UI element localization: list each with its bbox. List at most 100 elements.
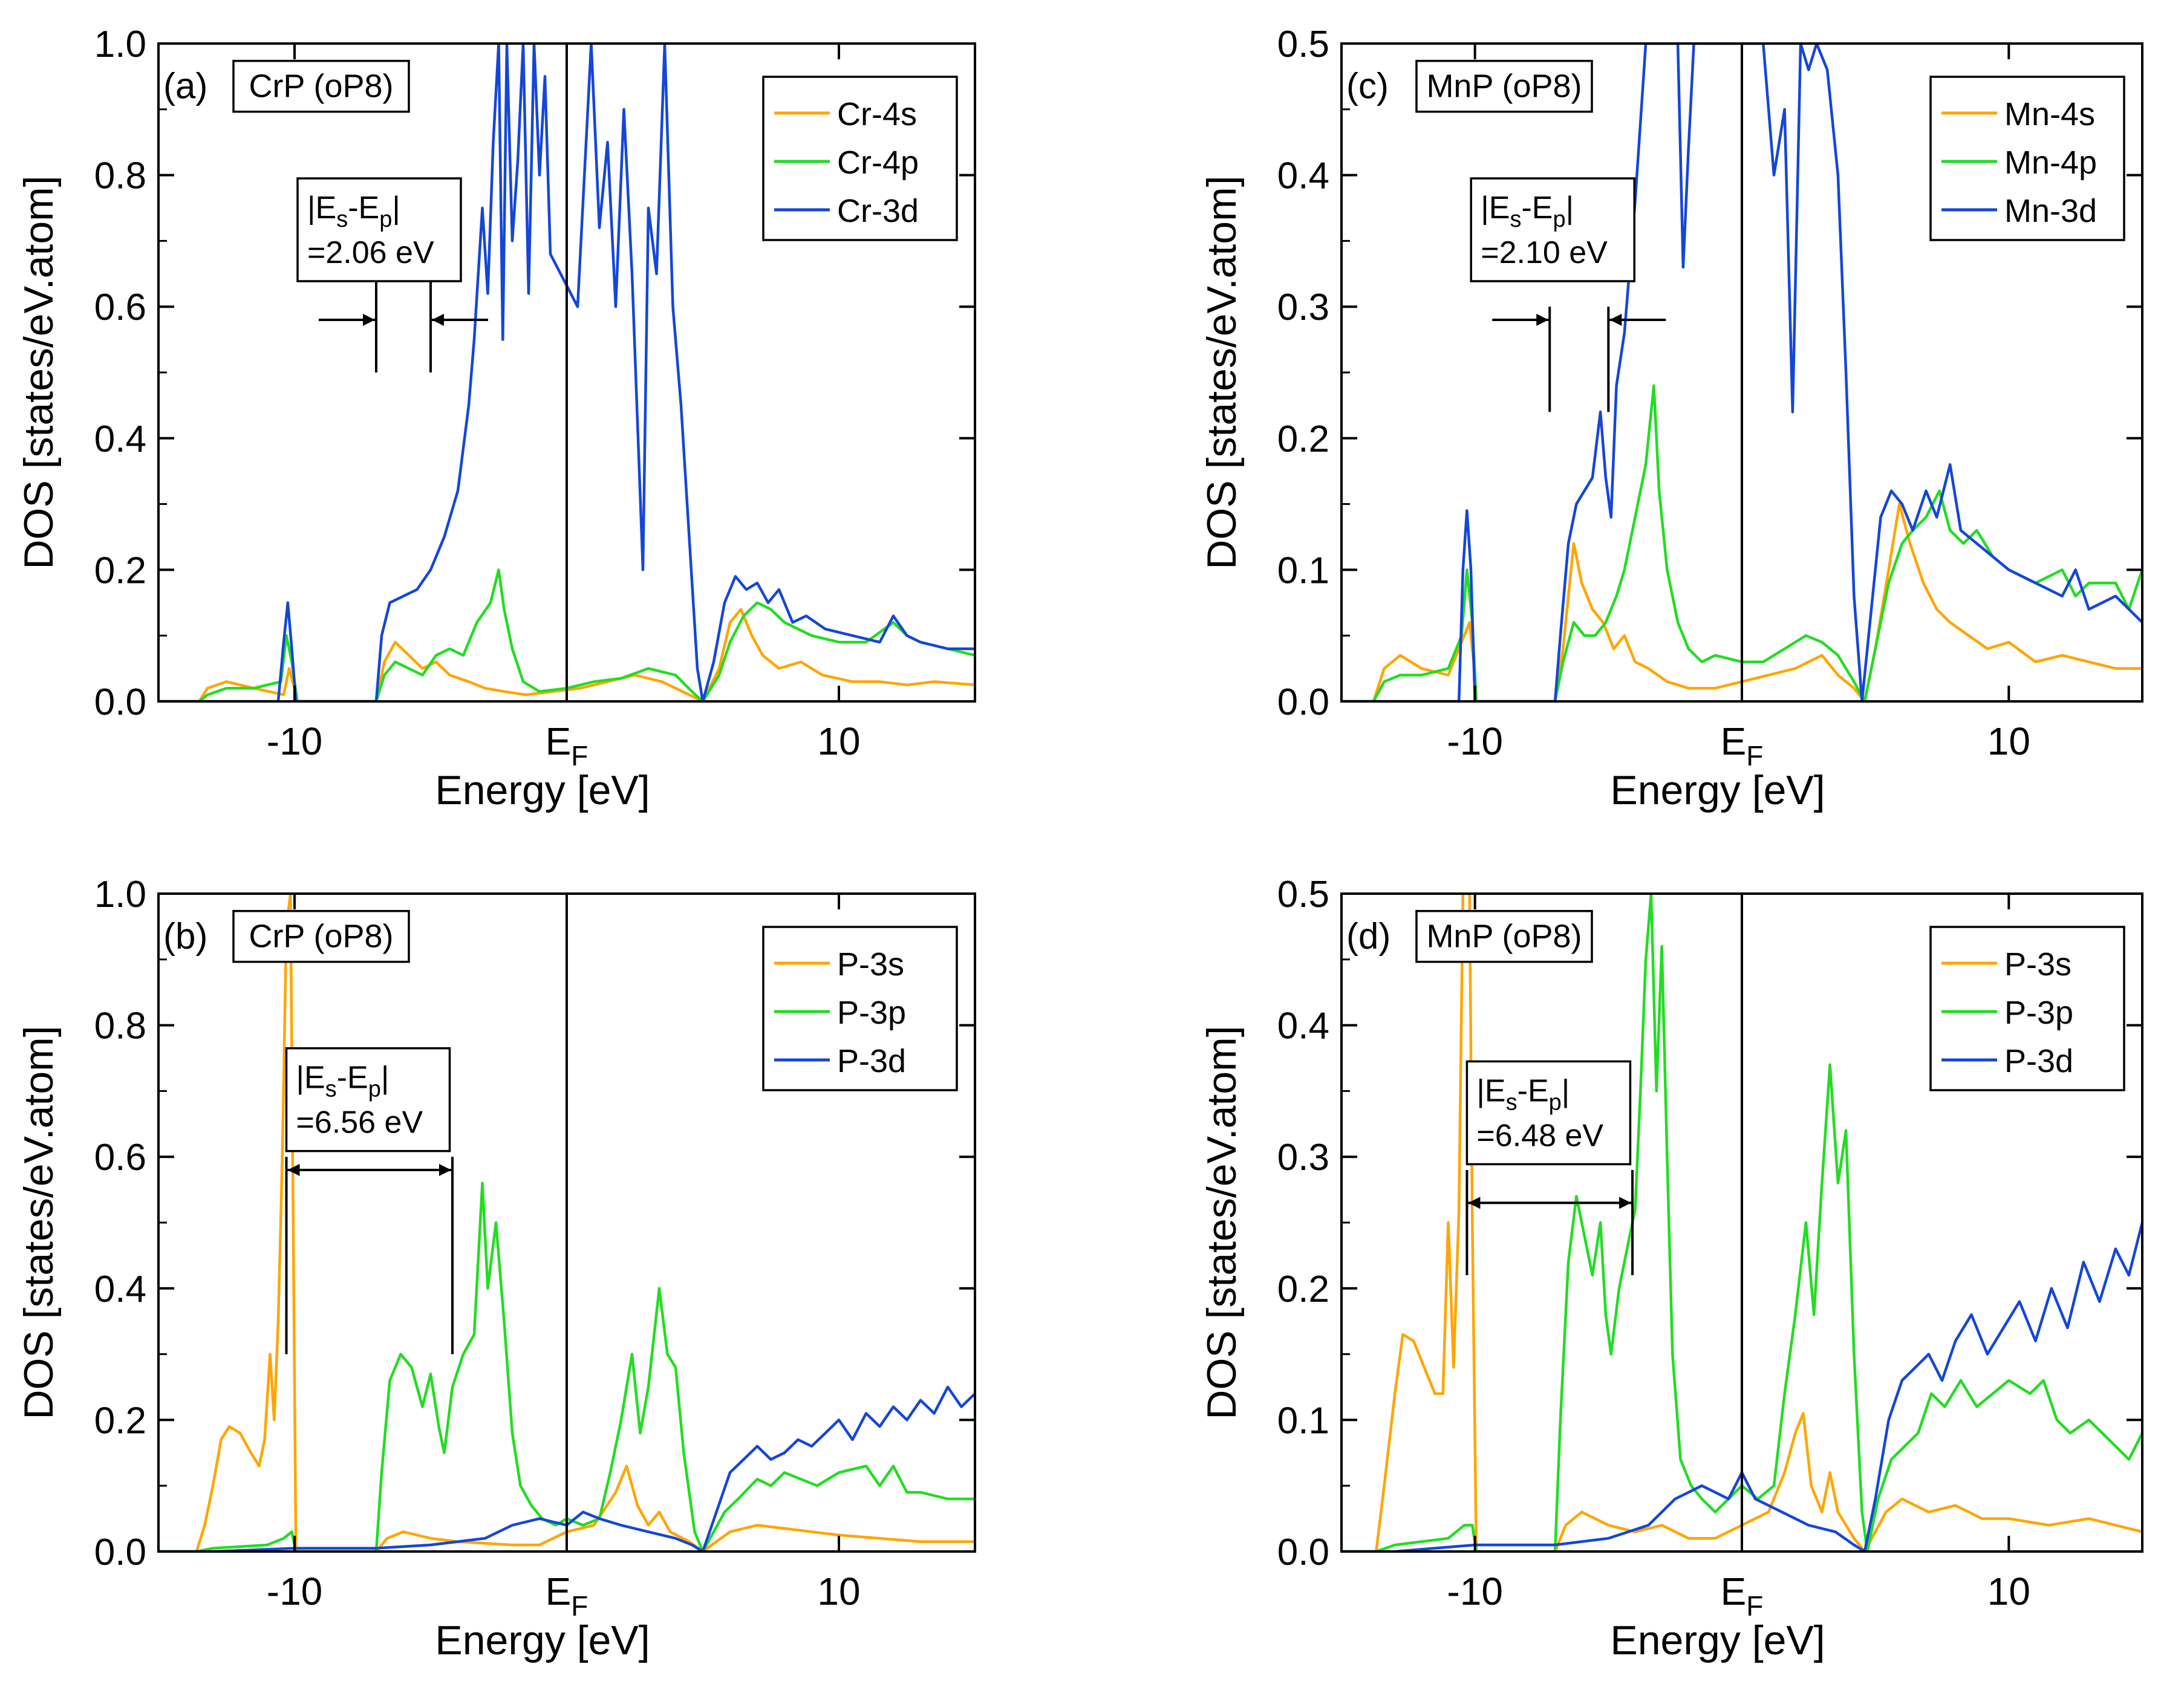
y-tick-label: 0.6 bbox=[94, 287, 146, 328]
panel-c: -10 EF 10 0.0 0.1 0.2 0.3 0.4 0.5 Energy [eV] DOS … bbox=[1199, 24, 2143, 813]
annotation-formula: |Es-Ep| bbox=[1476, 1073, 1570, 1115]
y-tick-label: 0.4 bbox=[1277, 155, 1329, 197]
panel-label: (c) bbox=[1346, 66, 1389, 106]
legend-entry: P-3s bbox=[837, 946, 904, 983]
panel-b: -10 EF 10 0.0 0.2 0.4 0.6 0.8 1.0 Energy [eV] DOS … bbox=[16, 874, 976, 1663]
x-tick-label: -10 bbox=[1447, 1570, 1503, 1613]
y-tick-label: 0.0 bbox=[94, 1532, 146, 1573]
x-tick-label: -10 bbox=[267, 1570, 323, 1613]
y-tick-label: 0.8 bbox=[94, 1006, 146, 1047]
legend-entry: P-3p bbox=[837, 995, 906, 1031]
y-tick-label: 1.0 bbox=[94, 24, 146, 65]
y-tick-label: 0.0 bbox=[94, 681, 146, 723]
series-line-p-3d bbox=[158, 1385, 975, 1552]
energy-gap-annotation: |Es-Ep|=6.48 eV bbox=[1465, 1060, 1634, 1276]
x-tick-label: -10 bbox=[1447, 720, 1503, 763]
series-line-p-3p bbox=[158, 1181, 975, 1552]
y-axis-label: DOS [states/eV.atom] bbox=[1199, 1025, 1245, 1419]
y-tick-label: 0.0 bbox=[1277, 681, 1329, 723]
y-tick-label: 0.0 bbox=[1277, 1532, 1329, 1573]
legend-entry: P-3d bbox=[2004, 1043, 2073, 1079]
legend: P-3s P-3p P-3d bbox=[1929, 926, 2125, 1091]
legend-entry: Mn-3d bbox=[2004, 193, 2097, 229]
compound-label-box bbox=[232, 909, 410, 963]
compound-label-box bbox=[1415, 909, 1593, 963]
annotation-formula: |Es-Ep| bbox=[296, 1061, 390, 1102]
x-axis-label: Energy [eV] bbox=[1610, 1617, 1825, 1663]
x-axis-label: Energy [eV] bbox=[435, 1617, 650, 1663]
panel-label: (a) bbox=[163, 66, 207, 106]
legend-entry: P-3d bbox=[837, 1043, 906, 1079]
series-group bbox=[158, 892, 975, 1552]
annotation-box bbox=[285, 1047, 451, 1152]
annotation-box bbox=[1470, 177, 1635, 282]
energy-gap-annotation: |Es-Ep|=2.10 eV bbox=[1470, 177, 1666, 412]
y-tick-label: 0.3 bbox=[1277, 1137, 1329, 1178]
panel-label: (d) bbox=[1346, 916, 1390, 957]
annotation-value: =2.10 eV bbox=[1481, 235, 1608, 270]
panel-label: (b) bbox=[163, 916, 207, 957]
legend-entry: Cr-4s bbox=[837, 96, 917, 132]
series-line-p-3s bbox=[158, 892, 975, 1552]
legend-box bbox=[1929, 926, 2125, 1091]
annotation-value: =6.56 eV bbox=[296, 1105, 423, 1140]
y-tick-label: 0.4 bbox=[94, 1269, 146, 1310]
legend-entry: Cr-3d bbox=[837, 193, 919, 229]
x-tick-label: -10 bbox=[267, 720, 323, 763]
annotation-value: =2.06 eV bbox=[307, 235, 434, 270]
compound-label-box bbox=[232, 59, 410, 113]
legend-entry: Cr-4p bbox=[837, 145, 919, 181]
panel-d: -10 EF 10 0.0 0.1 0.2 0.3 0.4 0.5 Energy [eV] DOS … bbox=[1199, 874, 2143, 1663]
y-tick-label: 1.0 bbox=[94, 874, 146, 915]
legend-entry: Mn-4p bbox=[2004, 145, 2097, 181]
annotation-value: =6.48 eV bbox=[1476, 1118, 1603, 1153]
y-tick-label: 0.1 bbox=[1277, 550, 1329, 591]
legend-entry: P-3s bbox=[2004, 946, 2072, 983]
legend-box bbox=[762, 926, 958, 1091]
x-axis-label: Energy [eV] bbox=[435, 767, 650, 813]
compound-label: CrP (oP8) bbox=[249, 68, 393, 105]
compound-label: MnP (oP8) bbox=[1426, 918, 1582, 955]
annotation-formula: |Es-Ep| bbox=[1481, 190, 1574, 232]
y-tick-label: 0.5 bbox=[1277, 24, 1329, 65]
y-tick-label: 0.8 bbox=[94, 155, 146, 197]
y-tick-label: 0.5 bbox=[1277, 874, 1329, 915]
x-tick-label: 10 bbox=[1987, 1570, 2030, 1613]
y-tick-label: 0.6 bbox=[94, 1137, 146, 1178]
series-line-mn-4s bbox=[1341, 502, 2142, 701]
legend-entry: Mn-4s bbox=[2004, 96, 2095, 132]
energy-gap-annotation: |Es-Ep|=2.06 eV bbox=[296, 177, 488, 372]
energy-gap-annotation: |Es-Ep|=6.56 eV bbox=[285, 1047, 454, 1354]
panel-a: -10 EF 10 0.0 0.2 0.4 0.6 0.8 1.0 Energy [eV] DOS … bbox=[16, 24, 976, 813]
y-tick-label: 0.2 bbox=[94, 1400, 146, 1441]
y-tick-label: 0.3 bbox=[1277, 287, 1329, 328]
annotation-formula: |Es-Ep| bbox=[307, 190, 400, 232]
series-line-p-3s bbox=[1341, 892, 2142, 1552]
legend: Mn-4s Mn-4p Mn-3d bbox=[1929, 76, 2125, 241]
series-line-p-3d bbox=[1341, 1222, 2142, 1552]
compound-label: MnP (oP8) bbox=[1426, 68, 1582, 105]
y-tick-label: 0.2 bbox=[1277, 1269, 1329, 1310]
annotation-box bbox=[296, 177, 462, 282]
series-group bbox=[1341, 42, 2142, 701]
y-axis-label: DOS [states/eV.atom] bbox=[16, 1025, 62, 1419]
y-axis-label: DOS [states/eV.atom] bbox=[1199, 175, 1245, 569]
x-tick-label: EF bbox=[1721, 1570, 1764, 1622]
annotation-box bbox=[1465, 1060, 1632, 1166]
y-tick-label: 0.1 bbox=[1277, 1400, 1329, 1441]
legend-entry: P-3p bbox=[2004, 995, 2073, 1031]
y-tick-label: 0.4 bbox=[94, 418, 146, 460]
x-tick-label: EF bbox=[546, 1570, 588, 1622]
y-tick-label: 0.2 bbox=[1277, 418, 1329, 460]
legend-box bbox=[762, 76, 958, 241]
x-tick-label: EF bbox=[1721, 720, 1764, 772]
compound-label-box bbox=[1415, 59, 1593, 113]
x-tick-label: 10 bbox=[817, 1570, 860, 1613]
y-axis-label: DOS [states/eV.atom] bbox=[16, 175, 62, 569]
legend-box bbox=[1929, 76, 2125, 241]
legend: Cr-4s Cr-4p Cr-3d bbox=[762, 76, 958, 241]
y-tick-label: 0.2 bbox=[94, 550, 146, 591]
x-axis-label: Energy [eV] bbox=[1610, 767, 1825, 813]
x-tick-label: 10 bbox=[1987, 720, 2030, 763]
